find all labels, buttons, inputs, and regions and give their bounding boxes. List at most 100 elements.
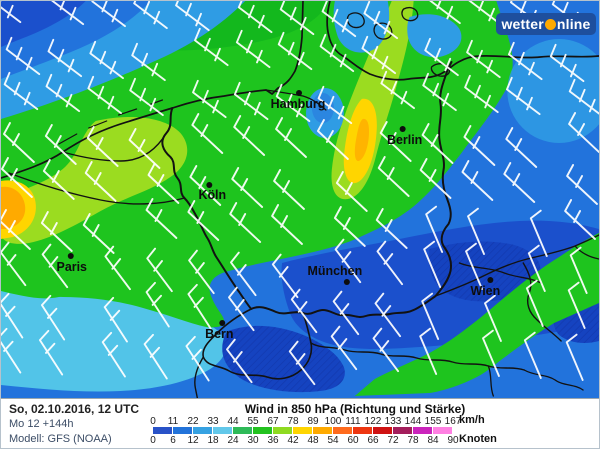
wind-barb [129,77,164,117]
wind-barb [41,243,69,289]
model-name: Modell: GFS (NOAA) [9,433,112,445]
wind-barb [1,241,27,287]
knots-tick: 0 [150,435,156,446]
scale-segment [213,427,232,434]
wind-barb [1,157,33,198]
wind-barb [461,160,494,201]
scale-segment [333,427,352,434]
wind-barb [3,122,35,163]
city-label: Hamburg [271,97,326,111]
model-run: Mo 12 +144h [9,418,74,430]
scale-segment [173,427,192,434]
wind-barb [147,163,180,204]
wind-barb [319,33,355,73]
kmh-tick: 122 [364,416,382,427]
wind-barb [84,161,117,202]
wind-barb [145,281,170,328]
knots-tick: 72 [387,435,399,446]
wind-barb [523,331,542,379]
wind-barb [230,251,257,297]
wind-barb [503,162,536,203]
wind-barb [375,208,408,249]
wind-barb [1,292,24,339]
wind-barb [275,117,307,158]
wind-barb [332,290,360,336]
wind-barb [569,246,588,294]
wind-barb [47,38,83,78]
city-label: Bern [205,327,233,341]
kmh-tick: 111 [345,416,361,427]
wind-speed-scale: 0 11 22 33 44 55 67 78 89 100 111 122 133 144 155 167 0 6… [150,399,461,448]
wetteronline-logo[interactable]: wetter nline [496,13,596,35]
wind-barb [422,72,457,112]
wind-barb [334,238,362,284]
city-marker-wien: Wien [471,277,501,298]
knots-tick: 12 [187,435,199,446]
knots-tick: 84 [427,435,439,446]
city-marker-mnchen: München [308,264,362,285]
wind-barb [191,113,224,154]
city-dot [67,253,74,259]
city-marker-hamburg: Hamburg [271,90,326,111]
scale-segment [413,427,432,434]
scale-segment [273,427,292,434]
wind-barb [86,126,119,167]
city-marker-bern: Bern [205,320,233,341]
scale-segment [153,427,172,434]
scale-segment [233,427,252,434]
wind-barb [330,325,358,371]
city-label: Wien [471,284,501,298]
wind-barb [271,204,303,245]
city-dot [206,182,213,188]
wind-barb [425,205,444,253]
scale-segment [353,427,372,434]
wind-barb [424,37,459,77]
wind-barb [506,76,541,116]
wind-barb [317,85,353,125]
wind-barb [464,74,499,114]
wind-barb [361,35,397,75]
wind-barb [1,1,22,24]
city-dot [219,320,226,326]
wind-barb [131,42,166,82]
knots-tick: 48 [307,435,319,446]
kmh-tick: 55 [247,416,259,427]
wind-barb [101,331,126,378]
city-label: Paris [57,260,88,274]
wind-barb [421,123,454,164]
wind-barb [380,70,415,110]
kmh-tick: 155 [424,416,442,427]
city-marker-paris: Paris [57,253,88,274]
legend-bar: So, 02.10.2016, 12 UTC Wind in 850 hPa (… [1,398,599,448]
wind-barb [421,292,440,340]
wind-barb [1,209,31,250]
wind-barb [49,1,85,26]
knots-tick: 60 [347,435,359,446]
wind-barb [192,79,227,119]
kmh-tick: 33 [207,416,219,427]
wind-barb [277,31,313,71]
wind-barb [229,202,262,243]
logo-text-nline: nline [556,16,591,32]
kmh-tick: 133 [384,416,402,427]
scale-segment [433,427,452,434]
wind-barb [376,240,404,286]
scale-segment [253,427,272,434]
knots-tick: 18 [207,435,219,446]
wind-barb [463,125,496,166]
kmh-tick: 78 [287,416,299,427]
knots-tick: 42 [287,435,299,446]
wind-barb [568,112,599,153]
wind-barb [549,43,585,83]
wind-barb [465,242,483,290]
wind-barb [5,36,41,76]
wind-barb [194,27,229,67]
wind-barb [233,81,269,121]
legend-title: Wind in 850 hPa (Richtung und Stärke) [244,402,466,416]
city-label: Berlin [387,133,422,147]
wind-barb [143,333,168,380]
wind-barb [89,40,124,80]
wind-barb [103,296,128,343]
unit-kmh: km/h [459,414,485,426]
